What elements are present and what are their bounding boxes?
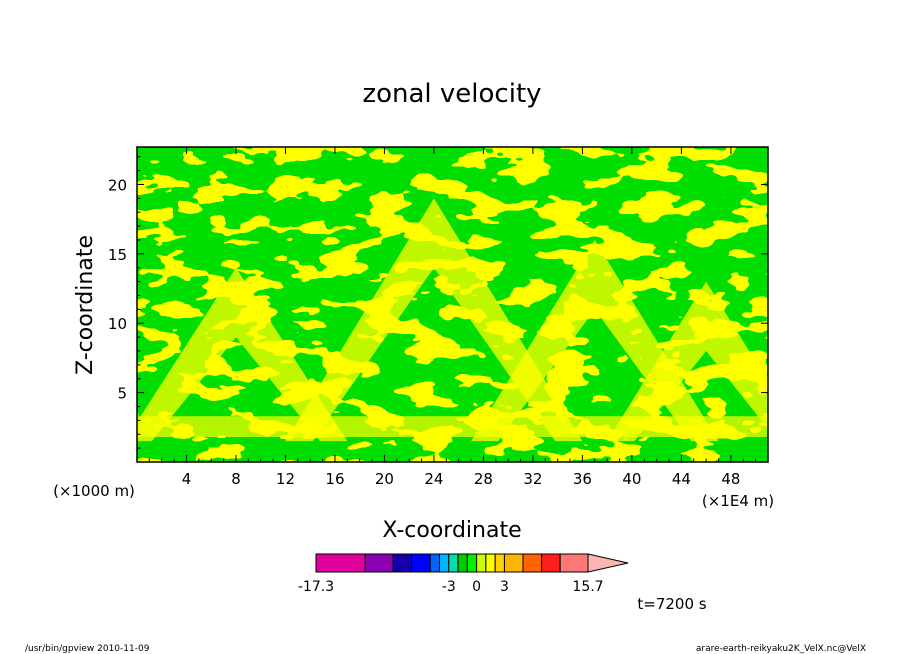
field-band (137, 416, 768, 438)
y-tick-label: 15 (108, 246, 127, 264)
colorbar-segment (429, 553, 440, 573)
colorbar-tick-label: 0 (472, 579, 481, 595)
colorbar-tick-label: 3 (500, 579, 509, 595)
x-tick-label: 36 (573, 470, 592, 488)
field-bands (137, 198, 768, 442)
colorbar-tick-label: -3 (442, 579, 456, 595)
x-tick-label: 20 (375, 470, 394, 488)
footer-right: arare-earth-reikyaku2K_VelX.nc@VelX (696, 644, 866, 654)
colorbar-segment (457, 553, 468, 573)
colorbar-segment (315, 553, 366, 573)
colorbar-min-label: -17.3 (298, 579, 334, 595)
colorbar-segment (494, 553, 505, 573)
colorbar-segment (485, 553, 496, 573)
colorbar-tick-labels: -3 0 3 (442, 579, 509, 595)
colorbar-segment (541, 553, 561, 573)
x-tick-label: 8 (231, 470, 241, 488)
colorbar-segment (476, 553, 487, 573)
x-tick-label: 40 (622, 470, 641, 488)
colorbar-segment (411, 553, 431, 573)
x-tick-label: 4 (182, 470, 192, 488)
x-tick-label: 12 (276, 470, 295, 488)
y-tick-label: 5 (117, 385, 127, 403)
colorbar-segment (559, 553, 589, 573)
colorbar-segment (438, 553, 450, 573)
chart-title: zonal velocity (362, 79, 541, 109)
y-axis-label: Z-coordinate (73, 235, 98, 375)
x-tick-label: 48 (721, 470, 740, 488)
colorbar (315, 553, 629, 573)
colorbar-segment (448, 553, 459, 573)
colorbar-segment (392, 553, 413, 573)
plot-area (137, 147, 768, 462)
colorbar-max-label: 15.7 (572, 579, 603, 595)
x-axis-label: X-coordinate (382, 518, 521, 543)
field-band (137, 267, 348, 442)
y-tick-label: 20 (108, 176, 127, 194)
colorbar-segment (522, 553, 543, 573)
x-tick-label: 28 (474, 470, 493, 488)
x-tick-label: 16 (325, 470, 344, 488)
y-tick-label: 10 (108, 315, 127, 333)
x-tick-label: 24 (424, 470, 443, 488)
x-axis: 4 8 12 16 20 24 28 32 36 40 44 48 (148, 147, 757, 488)
y-axis: 5 10 15 20 (108, 156, 768, 449)
x-unit-left: (×1000 m) (53, 482, 135, 500)
field-band (607, 281, 768, 442)
plot-frame (136, 146, 769, 463)
time-label: t=7200 s (637, 595, 706, 613)
x-tick-label: 44 (672, 470, 691, 488)
x-unit-right: (×1E4 m) (702, 492, 774, 510)
colorbar-segment (364, 553, 394, 573)
colorbar-segment (587, 553, 629, 573)
colorbar-segment (503, 553, 524, 573)
footer-left: /usr/bin/gpview 2010-11-09 (25, 644, 150, 654)
x-tick-label: 32 (523, 470, 542, 488)
colorbar-segment (466, 553, 478, 573)
